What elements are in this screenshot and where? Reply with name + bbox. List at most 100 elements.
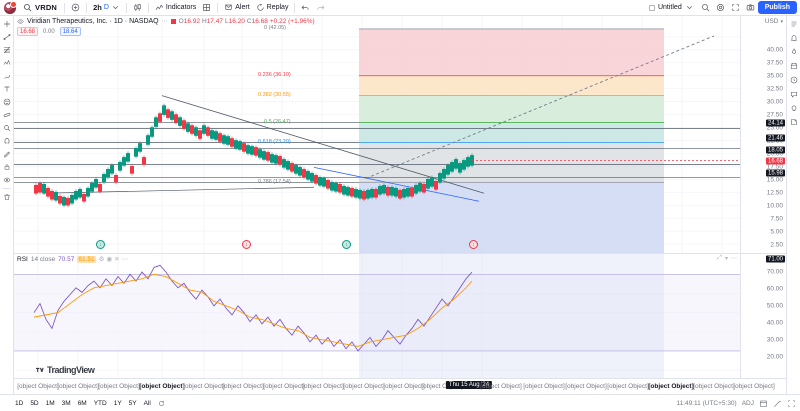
adj-label[interactable]: ADJ <box>741 399 754 407</box>
replay-button[interactable]: Replay <box>253 1 292 14</box>
text-icon[interactable] <box>1 83 13 95</box>
fullscreen-button[interactable] <box>728 1 743 14</box>
maximize-pane-icon[interactable]: ⤢ <box>717 255 722 261</box>
calendar-icon[interactable] <box>788 60 800 72</box>
templates-button[interactable] <box>199 1 214 14</box>
flame-icon[interactable] <box>788 46 800 58</box>
chevron-down-icon <box>111 3 120 12</box>
timeframe-value: 2h <box>93 3 102 12</box>
rsi-params: 14 close <box>30 255 56 263</box>
symbol-text: VRDN <box>35 3 58 12</box>
layout-name-button[interactable]: Untitled <box>645 1 698 14</box>
ideas-icon[interactable] <box>788 102 800 114</box>
settings-button[interactable] <box>713 1 728 14</box>
price-tick: 2.50 <box>770 241 783 249</box>
marker-anchor[interactable]: ↕ <box>242 240 251 249</box>
candlestick-series <box>33 103 474 208</box>
close-icon[interactable]: ✕ <box>114 256 120 263</box>
currency-label: USD <box>764 18 779 25</box>
currency-selector[interactable]: USD ▾ <box>765 18 783 25</box>
clock-label: 11:49:11 (UTC+5:30) <box>676 399 737 407</box>
more-dots-icon[interactable]: ⋯ <box>121 256 129 263</box>
time-axis[interactable]: [object Object] [object Object] [object … <box>14 378 786 394</box>
range-5d[interactable]: 5D <box>30 399 39 407</box>
pane-menu-icon[interactable]: ⋯ <box>731 256 737 262</box>
tradingview-logo-icon[interactable] <box>4 0 17 14</box>
range-1m[interactable]: 1M <box>45 399 55 407</box>
rsi-pane[interactable]: RSI 14 close 70.57 61.51 ⚙ ◉ ✕ ⋯ <box>14 254 740 378</box>
range-5y[interactable]: 5Y <box>128 399 137 407</box>
log-scale-icon[interactable] <box>773 399 782 408</box>
status-bar: 1D 5D 1M 3M 6M YTD 1Y 5Y All 11:49:11 (U… <box>0 394 800 411</box>
range-ytd[interactable]: YTD <box>93 399 107 407</box>
data-window-icon[interactable] <box>788 74 800 86</box>
rsi-tick: 20.00 <box>766 353 783 361</box>
range-1d[interactable]: 1D <box>15 399 24 407</box>
calendar-icon[interactable] <box>759 399 768 408</box>
rsi-tick: 30.00 <box>766 336 783 344</box>
chart-panes: 0 (42.05) 0.236 (36.10) 0.382 (30.55) 0.… <box>14 16 786 378</box>
trend-line-icon[interactable] <box>1 31 13 43</box>
fib-label: 0.382 (30.55) <box>258 92 291 98</box>
add-symbol-button[interactable] <box>68 1 83 14</box>
price-tick: 40.00 <box>766 46 783 54</box>
magnet-icon[interactable] <box>1 135 13 147</box>
price-scale-main[interactable]: USD ▾ 40.00 37.50 35.00 32.50 30.00 27.5… <box>741 16 786 254</box>
undo-button[interactable] <box>298 1 313 14</box>
price-scale-rsi[interactable]: 71.00 70.00 60.00 50.00 40.00 30.00 20.0… <box>741 254 786 378</box>
bell-icon[interactable] <box>788 32 800 44</box>
patterns-icon[interactable] <box>1 57 13 69</box>
price-scale[interactable]: USD ▾ 40.00 37.50 35.00 32.50 30.00 27.5… <box>740 16 786 378</box>
price-tick: 37.50 <box>766 59 783 67</box>
trash-icon[interactable] <box>1 191 13 203</box>
range-all[interactable]: All <box>143 399 151 407</box>
time-tick: [object Object] <box>565 383 607 390</box>
publish-button[interactable]: Publish <box>757 1 797 14</box>
watchlist-icon[interactable] <box>788 18 800 30</box>
time-tick: [object Object] <box>263 383 305 390</box>
time-tick: [object Object] <box>139 383 185 390</box>
zoom-icon[interactable] <box>1 122 13 134</box>
range-3m[interactable]: 3M <box>61 399 71 407</box>
redo-button[interactable] <box>313 1 328 14</box>
layout-name-label: Untitled <box>657 4 682 11</box>
rsi-chart-svg <box>14 254 740 378</box>
auto-fit-icon[interactable] <box>787 399 796 408</box>
gear-icon[interactable]: ⚙ <box>98 256 105 263</box>
quick-search-button[interactable] <box>698 1 713 14</box>
hide-icon[interactable] <box>1 174 13 186</box>
notes-icon[interactable] <box>788 116 800 128</box>
indicators-button[interactable]: Indicators <box>152 1 199 14</box>
refresh-icon[interactable] <box>157 399 166 408</box>
timeframe-button[interactable]: 2h D <box>90 1 123 14</box>
rsi-value-1: 70.57 <box>58 255 75 263</box>
brush-icon[interactable] <box>1 70 13 82</box>
lock-icon[interactable] <box>1 161 13 173</box>
rsi-tick: 50.00 <box>766 302 783 310</box>
collapse-pane-icon[interactable]: ▾ <box>724 256 728 262</box>
fib-retracement-icon[interactable] <box>1 44 13 56</box>
emoji-icon[interactable] <box>1 96 13 108</box>
chat-icon[interactable] <box>788 88 800 100</box>
drawing-mode-icon[interactable] <box>1 148 13 160</box>
price-pane[interactable]: 0 (42.05) 0.236 (36.10) 0.382 (30.55) 0.… <box>14 16 740 254</box>
price-tick: 30.00 <box>766 98 783 106</box>
marker-anchor[interactable]: ↕ <box>96 240 105 249</box>
crosshair-icon[interactable] <box>1 18 13 30</box>
time-tick: [object Object] <box>607 383 649 390</box>
alert-button[interactable]: Alert <box>221 1 252 14</box>
symbol-search-input[interactable]: VRDN <box>19 1 61 14</box>
chart-style-button[interactable] <box>130 1 145 14</box>
range-6m[interactable]: 6M <box>77 399 87 407</box>
range-1y[interactable]: 1Y <box>113 399 122 407</box>
marker-anchor[interactable]: ↕ <box>342 240 351 249</box>
price-tick: 15.00 <box>766 176 783 184</box>
divider <box>294 2 296 13</box>
eye-icon[interactable]: ◉ <box>106 256 113 263</box>
right-sidebar <box>786 16 800 394</box>
measure-icon[interactable] <box>1 109 13 121</box>
price-tick: 12.50 <box>766 189 783 197</box>
snapshot-button[interactable] <box>743 1 758 14</box>
marker-anchor[interactable]: ↕ <box>469 240 478 249</box>
